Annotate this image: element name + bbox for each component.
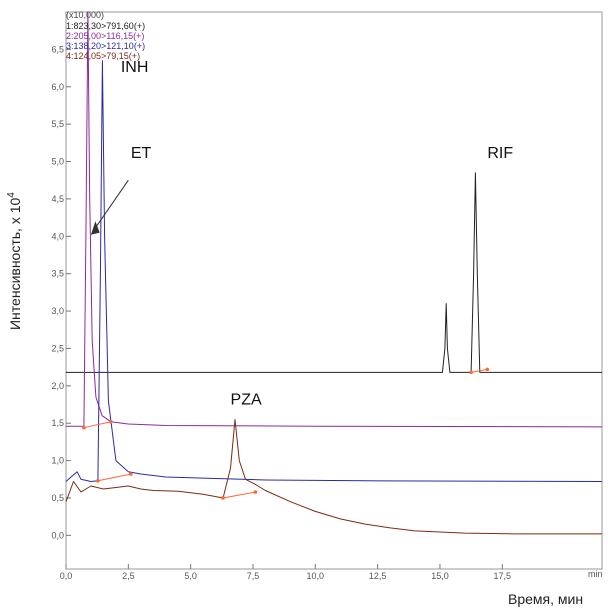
y-tick-label: 6,0 [51, 82, 64, 92]
x-tick-label: 7,5 [247, 571, 260, 581]
y-tick-label: 6,5 [51, 44, 64, 54]
integration-marker [129, 472, 133, 476]
y-tick-label: 3,5 [51, 269, 64, 279]
x-tick-label: 2,5 [122, 571, 135, 581]
y-tick-label: 1,0 [51, 456, 64, 466]
integration-marker [82, 425, 86, 430]
integration-baseline [471, 368, 488, 373]
y-tick-label: 0,5 [51, 493, 64, 503]
integration-marker [96, 478, 100, 483]
integration-baseline [222, 491, 256, 499]
x-tick-label: 5,0 [184, 571, 197, 581]
y-tick-label: 2,5 [51, 343, 64, 353]
legend-entry-2: 2:205,00>116,15(+) [66, 31, 144, 41]
series-line-2 [66, 11, 603, 428]
peak-label-et: ET [131, 145, 152, 162]
legend: 1:823,30>791,60(+)2:205,00>116,15(+)3:13… [66, 21, 145, 61]
annotations: INH ET RIF PZA [90, 59, 513, 409]
legend-entry-4: 4:124,05>79,15(+) [66, 51, 140, 61]
y-tick-label: 5,0 [51, 157, 64, 167]
peak-label-rif: RIF [487, 145, 513, 162]
x-tick-label: 12,5 [369, 571, 387, 581]
x-tick-label: 0,0 [60, 571, 73, 581]
y-tick-label: 3,0 [51, 306, 64, 316]
integration-marker [253, 490, 258, 494]
x-tick-label: 10,0 [307, 571, 325, 581]
plot-frame [65, 11, 603, 570]
integration-marker [221, 496, 225, 500]
y-axis-label: Интенсивность, х 104 [6, 192, 23, 330]
y-tick-label: 4,0 [51, 231, 64, 241]
multiplier-label: (x10,000) [66, 10, 104, 20]
peak-label-inh: INH [121, 59, 149, 76]
x-unit-label: min [588, 569, 603, 579]
y-tick-label: 2,0 [51, 381, 64, 391]
x-tick-label: 15,0 [431, 571, 449, 581]
x-axis-label: Время, мин [508, 591, 583, 607]
x-tick-label: 17,5 [494, 571, 512, 581]
integration-marker [109, 419, 113, 424]
series-layer [65, 11, 603, 535]
y-axis-label-exponent: 4 [6, 192, 17, 198]
axes: 0,0 0,5 1,0 1,5 2,0 2,5 3,0 3,5 4,0 4,5 5,0 5,5 6,0 6… [51, 11, 603, 581]
integration-baseline [97, 473, 131, 482]
y-axis-label-text: Интенсивность, х 10 [7, 197, 23, 330]
series-line-1 [66, 172, 602, 373]
y-tick-label: 0,0 [51, 530, 64, 540]
et-pointer-arrow [90, 221, 100, 235]
peak-label-pza: PZA [231, 392, 262, 409]
integration-marker [469, 370, 473, 375]
series-line-4 [65, 419, 602, 535]
y-tick-label: 5,5 [51, 119, 64, 129]
y-tick-label: 1,5 [51, 418, 64, 428]
series-line-3 [65, 60, 603, 482]
legend-entry-3: 3:138,20>121,10(+) [66, 41, 145, 51]
et-pointer-line [91, 179, 129, 233]
y-tick-label: 4,5 [51, 194, 64, 204]
integration-marker [485, 367, 490, 372]
integration-baseline [83, 421, 111, 429]
legend-entry-1: 1:823,30>791,60(+) [66, 21, 145, 31]
